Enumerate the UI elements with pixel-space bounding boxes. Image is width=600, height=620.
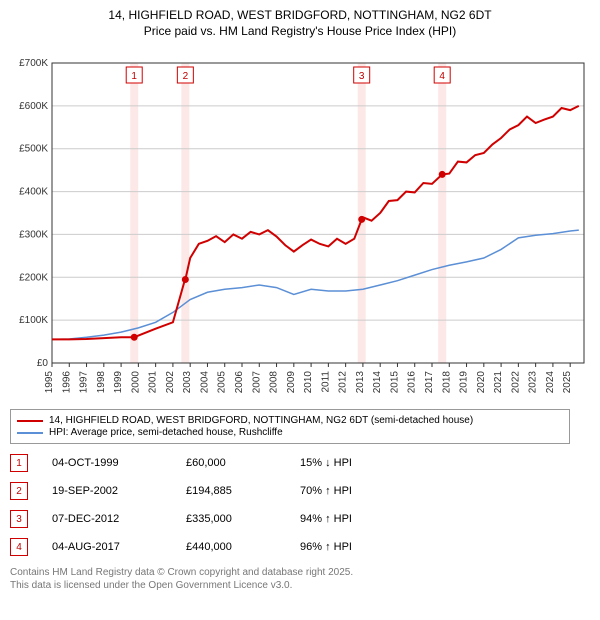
legend-label-price: 14, HIGHFIELD ROAD, WEST BRIDGFORD, NOTT… (49, 415, 473, 426)
svg-text:2019: 2019 (459, 371, 470, 394)
svg-text:£700K: £700K (19, 58, 48, 69)
sale-row: 2 19-SEP-2002 £194,885 70% ↑ HPI (10, 482, 590, 500)
svg-text:£400K: £400K (19, 187, 48, 198)
svg-text:£300K: £300K (19, 230, 48, 241)
sale-date: 04-OCT-1999 (52, 457, 162, 469)
svg-text:1: 1 (131, 71, 137, 82)
title-line-1: 14, HIGHFIELD ROAD, WEST BRIDGFORD, NOTT… (10, 8, 590, 24)
license-footer: Contains HM Land Registry data © Crown c… (10, 566, 590, 592)
svg-text:2010: 2010 (303, 371, 314, 394)
svg-text:2022: 2022 (510, 371, 521, 394)
svg-text:£200K: £200K (19, 272, 48, 283)
sale-row: 1 04-OCT-1999 £60,000 15% ↓ HPI (10, 454, 590, 472)
footer-line-1: Contains HM Land Registry data © Crown c… (10, 566, 590, 579)
svg-text:£600K: £600K (19, 101, 48, 112)
svg-text:2004: 2004 (199, 371, 210, 394)
svg-text:2016: 2016 (407, 371, 418, 394)
svg-text:4: 4 (439, 71, 445, 82)
svg-text:2: 2 (183, 71, 189, 82)
sale-price: £335,000 (186, 513, 276, 525)
svg-text:2001: 2001 (148, 371, 159, 394)
svg-text:2002: 2002 (165, 371, 176, 394)
chart-title: 14, HIGHFIELD ROAD, WEST BRIDGFORD, NOTT… (10, 8, 590, 39)
legend-row-hpi: HPI: Average price, semi-detached house,… (17, 427, 563, 438)
svg-text:2007: 2007 (251, 371, 262, 394)
svg-text:2021: 2021 (493, 371, 504, 394)
sale-price: £440,000 (186, 541, 276, 553)
svg-text:2018: 2018 (441, 371, 452, 394)
svg-text:3: 3 (359, 71, 365, 82)
svg-text:2012: 2012 (338, 371, 349, 394)
sale-row: 3 07-DEC-2012 £335,000 94% ↑ HPI (10, 510, 590, 528)
svg-text:2024: 2024 (545, 371, 556, 394)
sale-date: 07-DEC-2012 (52, 513, 162, 525)
svg-text:2025: 2025 (562, 371, 573, 394)
legend-swatch-hpi (17, 432, 43, 434)
svg-text:2009: 2009 (286, 371, 297, 394)
sale-hpi: 70% ↑ HPI (300, 485, 400, 497)
svg-text:2014: 2014 (372, 371, 383, 394)
svg-text:2023: 2023 (528, 371, 539, 394)
svg-text:1996: 1996 (61, 371, 72, 394)
sale-hpi: 96% ↑ HPI (300, 541, 400, 553)
svg-text:2008: 2008 (269, 371, 280, 394)
footer-line-2: This data is licensed under the Open Gov… (10, 579, 590, 592)
svg-text:2006: 2006 (234, 371, 245, 394)
sale-hpi: 94% ↑ HPI (300, 513, 400, 525)
sale-row: 4 04-AUG-2017 £440,000 96% ↑ HPI (10, 538, 590, 556)
svg-text:2011: 2011 (320, 371, 331, 393)
legend: 14, HIGHFIELD ROAD, WEST BRIDGFORD, NOTT… (10, 409, 570, 444)
svg-text:2000: 2000 (130, 371, 141, 394)
sale-price: £60,000 (186, 457, 276, 469)
svg-text:2015: 2015 (389, 371, 400, 394)
svg-text:1997: 1997 (79, 371, 90, 394)
legend-swatch-price (17, 420, 43, 422)
sale-marker: 1 (10, 454, 28, 472)
sale-table: 1 04-OCT-1999 £60,000 15% ↓ HPI 2 19-SEP-2002… (10, 454, 590, 556)
sale-price: £194,885 (186, 485, 276, 497)
sale-marker: 2 (10, 482, 28, 500)
legend-label-hpi: HPI: Average price, semi-detached house,… (49, 427, 283, 438)
svg-text:1995: 1995 (44, 371, 55, 394)
svg-text:2020: 2020 (476, 371, 487, 394)
sale-date: 04-AUG-2017 (52, 541, 162, 553)
svg-text:£0: £0 (37, 358, 49, 369)
svg-text:2005: 2005 (217, 371, 228, 394)
sale-hpi: 15% ↓ HPI (300, 457, 400, 469)
svg-text:£500K: £500K (19, 144, 48, 155)
svg-text:£100K: £100K (19, 315, 48, 326)
title-line-2: Price paid vs. HM Land Registry's House … (10, 24, 590, 40)
sale-date: 19-SEP-2002 (52, 485, 162, 497)
svg-text:2003: 2003 (182, 371, 193, 394)
svg-text:2013: 2013 (355, 371, 366, 394)
svg-text:1998: 1998 (96, 371, 107, 394)
sale-marker: 4 (10, 538, 28, 556)
price-chart: £0 £100K £200K £300K £400K £500K £600K £700K 199… (10, 43, 590, 403)
sale-marker: 3 (10, 510, 28, 528)
svg-text:1999: 1999 (113, 371, 124, 394)
legend-row-price: 14, HIGHFIELD ROAD, WEST BRIDGFORD, NOTT… (17, 415, 563, 426)
svg-text:2017: 2017 (424, 371, 435, 394)
